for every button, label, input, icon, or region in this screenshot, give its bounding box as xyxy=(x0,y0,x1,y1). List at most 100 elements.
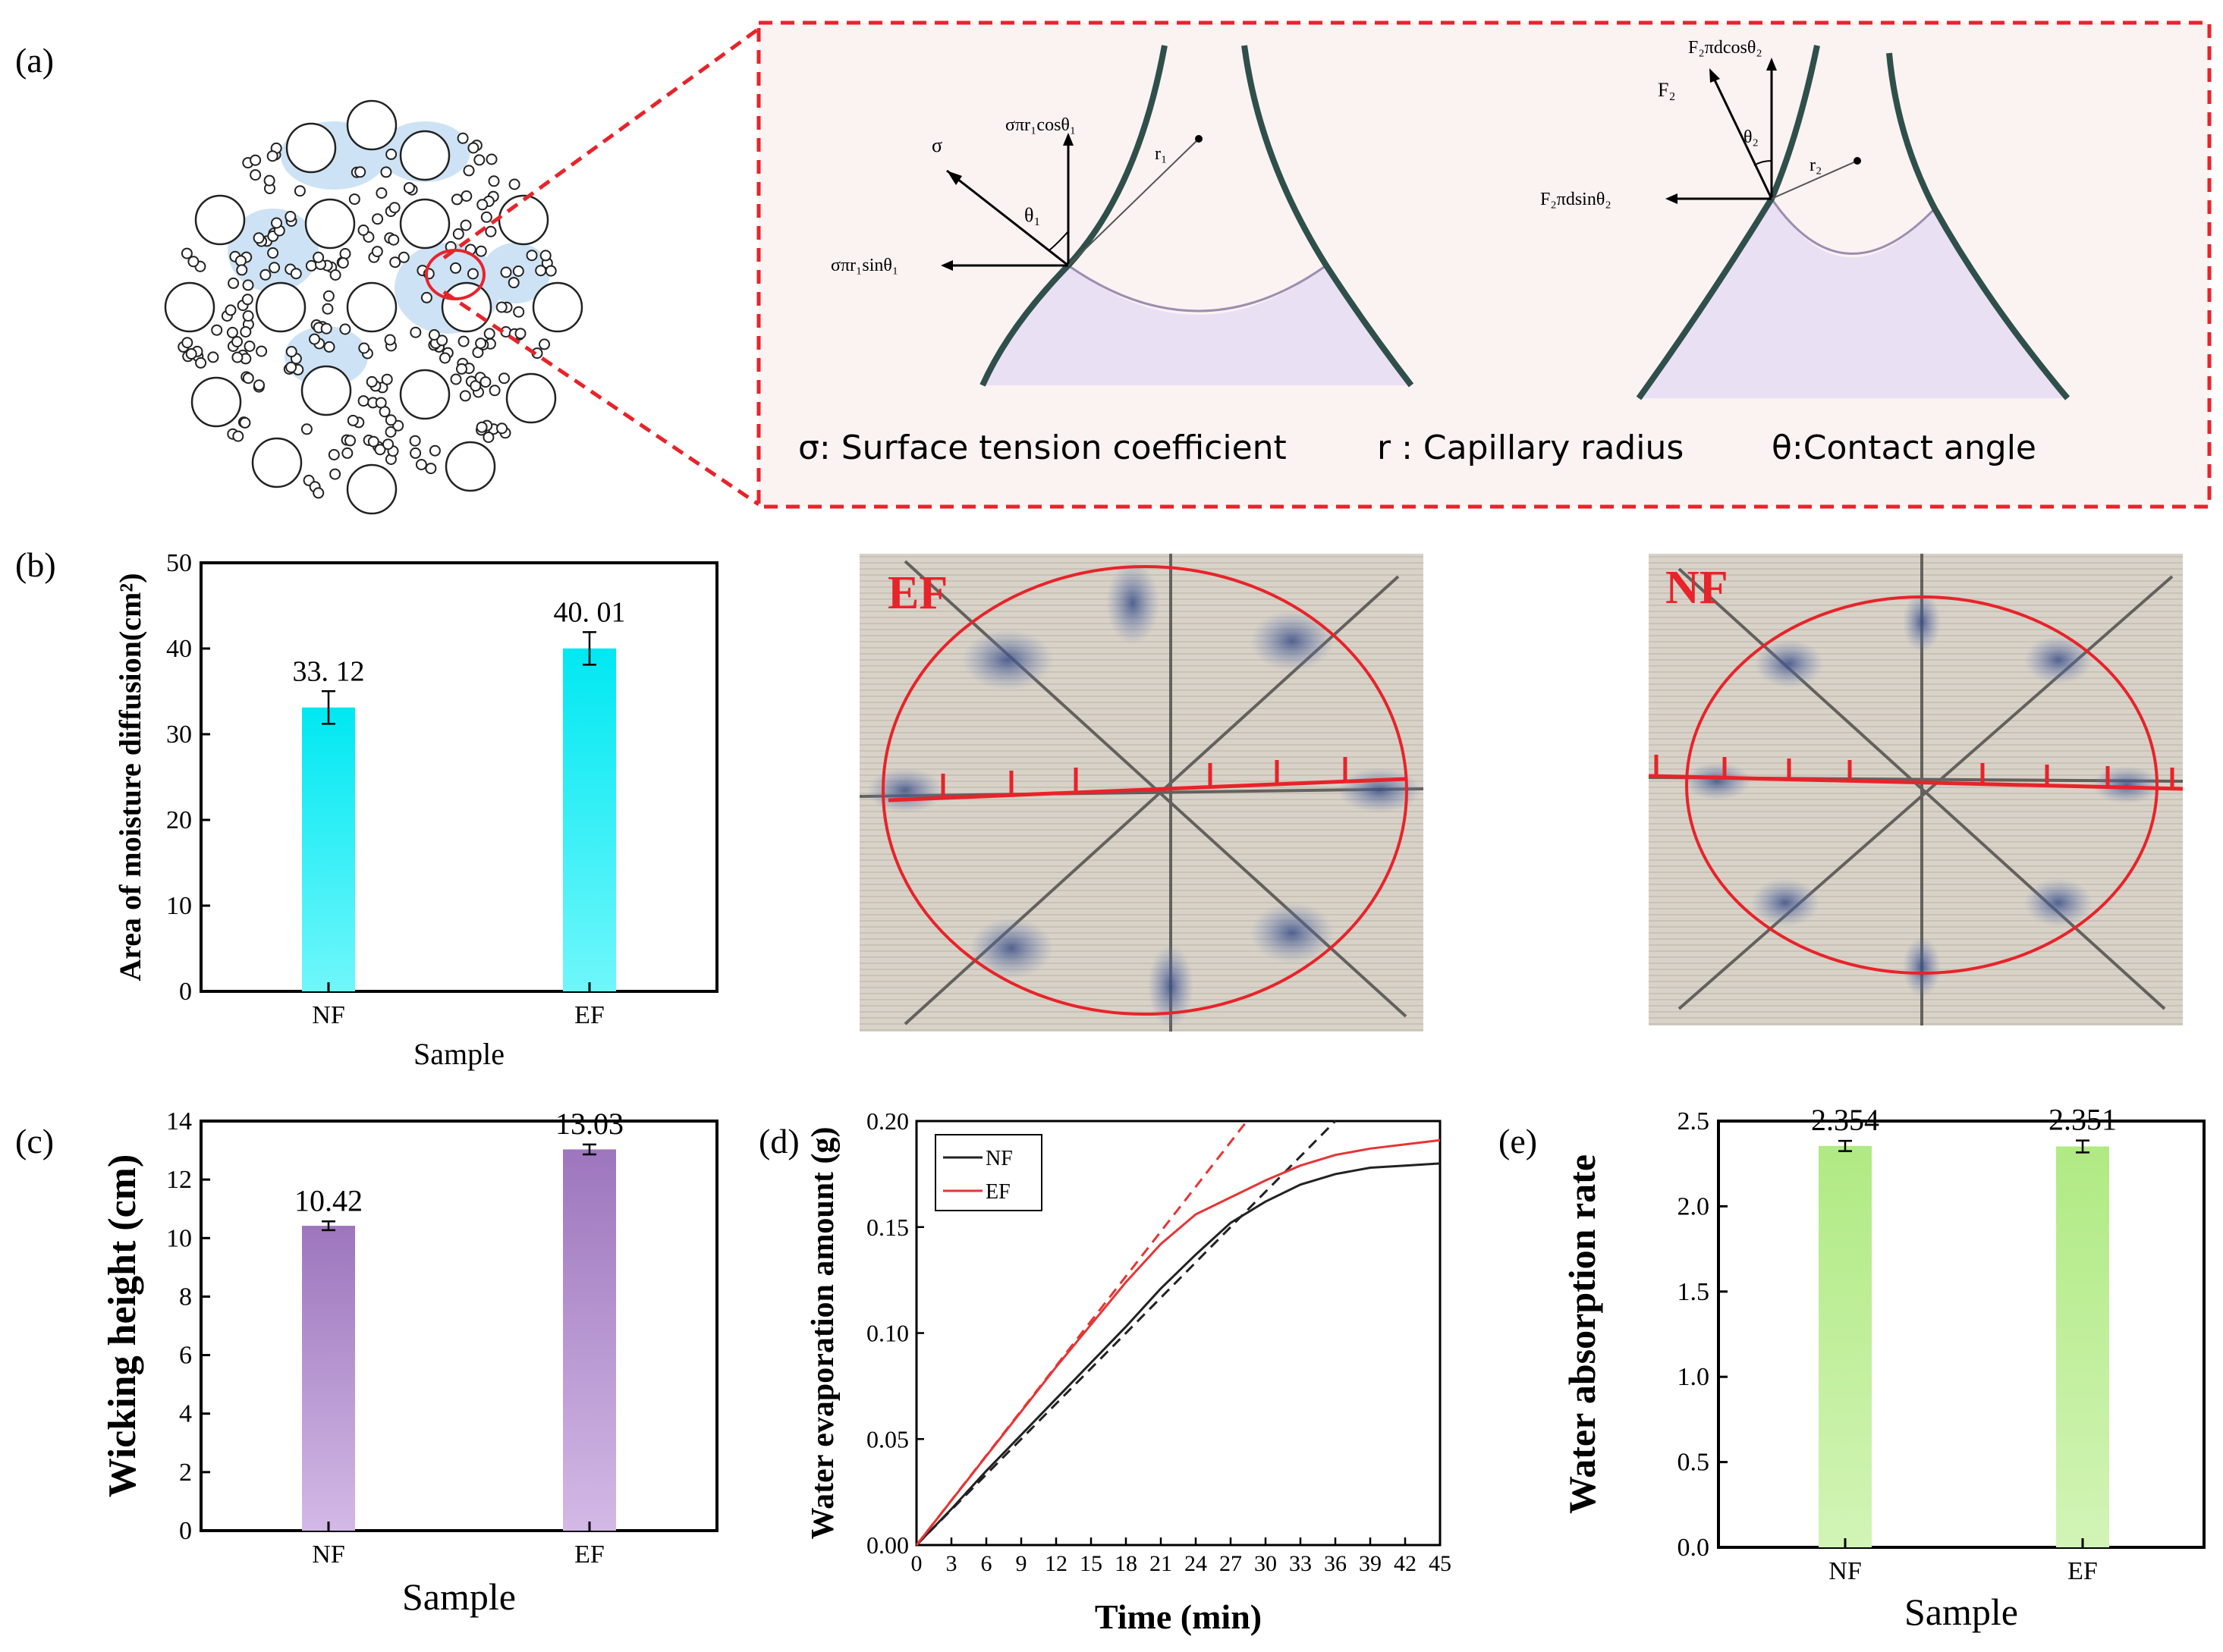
y-axis-label: Wicking height (cm) xyxy=(101,1154,144,1498)
radius-line-2 xyxy=(1771,160,1858,199)
legend-box xyxy=(935,1134,1042,1211)
photo-ef-label: EF xyxy=(888,567,948,619)
small-fiber xyxy=(457,132,469,144)
small-fiber xyxy=(339,248,351,259)
panel-a-label: (a) xyxy=(15,41,54,80)
small-fiber xyxy=(451,193,463,206)
small-fiber xyxy=(467,142,480,154)
x-tick-label: 45 xyxy=(1429,1551,1451,1576)
small-fiber xyxy=(259,269,272,281)
wet-region xyxy=(285,326,368,387)
small-fiber xyxy=(181,247,193,259)
center-dot-1 xyxy=(1195,135,1203,143)
small-fiber xyxy=(328,449,340,460)
panel-d: (d) 0.000.050.100.150.200 3 6 9 12 15 18 21 24 27… xyxy=(759,1107,1451,1636)
small-fiber xyxy=(357,395,369,407)
small-fiber xyxy=(242,372,254,385)
large-fiber xyxy=(399,198,451,250)
small-fiber xyxy=(337,257,349,269)
small-fiber xyxy=(226,326,238,338)
small-fiber xyxy=(415,459,427,470)
small-fiber xyxy=(535,265,547,277)
plot-frame xyxy=(200,561,718,993)
small-fiber xyxy=(347,414,359,426)
vertical-arrowhead-1 xyxy=(1063,133,1074,146)
radius-label-1: r₁ xyxy=(1155,144,1167,164)
y-tick-label: 20 xyxy=(166,806,192,834)
small-fiber xyxy=(500,266,512,278)
small-fiber xyxy=(483,432,495,443)
small-fiber xyxy=(463,165,475,177)
x-tick-label: 18 xyxy=(1115,1551,1137,1576)
photo-ef: EF xyxy=(860,554,1423,1032)
meniscus-curve-2 xyxy=(1770,198,1936,255)
small-fiber xyxy=(372,213,384,225)
chart-water-absorption: 0.0 0.5 1.0 1.5 2.0 2.5 2.354 NF 2.351 EF Sample Wa… xyxy=(1561,1103,2206,1633)
small-fiber xyxy=(376,187,388,199)
zoom-line-top xyxy=(442,27,760,260)
small-fiber xyxy=(388,234,400,246)
series-ef xyxy=(915,1138,1441,1546)
small-fiber xyxy=(253,232,265,244)
y-tick-label: 0.15 xyxy=(866,1214,909,1241)
y-tick-label: 0.5 xyxy=(1677,1449,1710,1477)
large-fiber xyxy=(285,122,337,174)
large-fiber xyxy=(304,198,356,250)
y-tick-label: 0.00 xyxy=(866,1531,909,1559)
y-tick-label: 0.10 xyxy=(866,1320,909,1347)
small-fiber xyxy=(269,262,281,274)
small-fiber xyxy=(374,444,386,456)
radius-line-1 xyxy=(1067,138,1200,266)
plot-frame xyxy=(200,1120,718,1532)
small-fiber xyxy=(403,182,415,194)
scale-line-nf xyxy=(1649,774,2183,791)
small-fiber xyxy=(253,379,265,391)
y-tick-label: 0.0 xyxy=(1677,1534,1710,1562)
photo-nf: NF xyxy=(1649,554,2183,1025)
large-fiber xyxy=(164,281,215,333)
bar-nf xyxy=(302,707,355,991)
sigma-arrowhead xyxy=(947,171,962,185)
small-fiber xyxy=(323,341,335,353)
small-fiber xyxy=(313,251,325,263)
y-tick-label: 10 xyxy=(166,892,192,920)
x-tick-label: 24 xyxy=(1184,1551,1207,1576)
small-fiber xyxy=(348,193,360,206)
small-fiber xyxy=(483,328,495,340)
small-fiber xyxy=(267,247,279,259)
x-axis-label: Sample xyxy=(413,1037,505,1071)
bar-ef xyxy=(563,1149,616,1531)
small-fiber xyxy=(290,268,302,280)
meniscus-liquid-2 xyxy=(1639,199,2067,398)
data-label: 40. 01 xyxy=(554,596,626,628)
x-tick-label: 9 xyxy=(1016,1551,1027,1576)
y-axis-label: Water absorption rate xyxy=(1561,1154,1603,1514)
large-fiber xyxy=(445,441,496,492)
small-fiber xyxy=(225,304,237,316)
small-fiber xyxy=(467,268,479,280)
y-tick-label: 6 xyxy=(179,1342,192,1370)
small-fiber xyxy=(485,225,497,237)
small-fiber xyxy=(514,328,527,340)
horizontal-arrowhead-2 xyxy=(1665,193,1677,204)
small-fiber xyxy=(250,169,262,181)
small-fiber xyxy=(460,219,472,231)
panel-d-label: (d) xyxy=(759,1122,800,1160)
capillary-diagram-2: F₂ F₂πdcosθ₂ F₂πdsinθ₂ r₂ θ₂ xyxy=(1540,38,2071,400)
force-arrow-2 xyxy=(1709,71,1773,199)
force-label-2: F₂ xyxy=(1658,79,1676,101)
small-fiber xyxy=(398,251,410,263)
small-fiber xyxy=(250,154,262,166)
small-fiber xyxy=(480,376,492,388)
small-fiber xyxy=(473,154,486,166)
small-fiber xyxy=(461,190,473,202)
small-fiber xyxy=(187,256,200,268)
tangent-nf xyxy=(915,1120,1337,1547)
small-fiber xyxy=(545,265,557,277)
large-fiber xyxy=(255,281,307,333)
capillary-wall-right-1 xyxy=(1241,45,1414,388)
capillary-wall-left-2 xyxy=(1636,45,1820,400)
small-fiber xyxy=(476,421,488,433)
x-tick-label: 42 xyxy=(1394,1551,1416,1576)
zoom-line-bottom xyxy=(442,290,760,507)
